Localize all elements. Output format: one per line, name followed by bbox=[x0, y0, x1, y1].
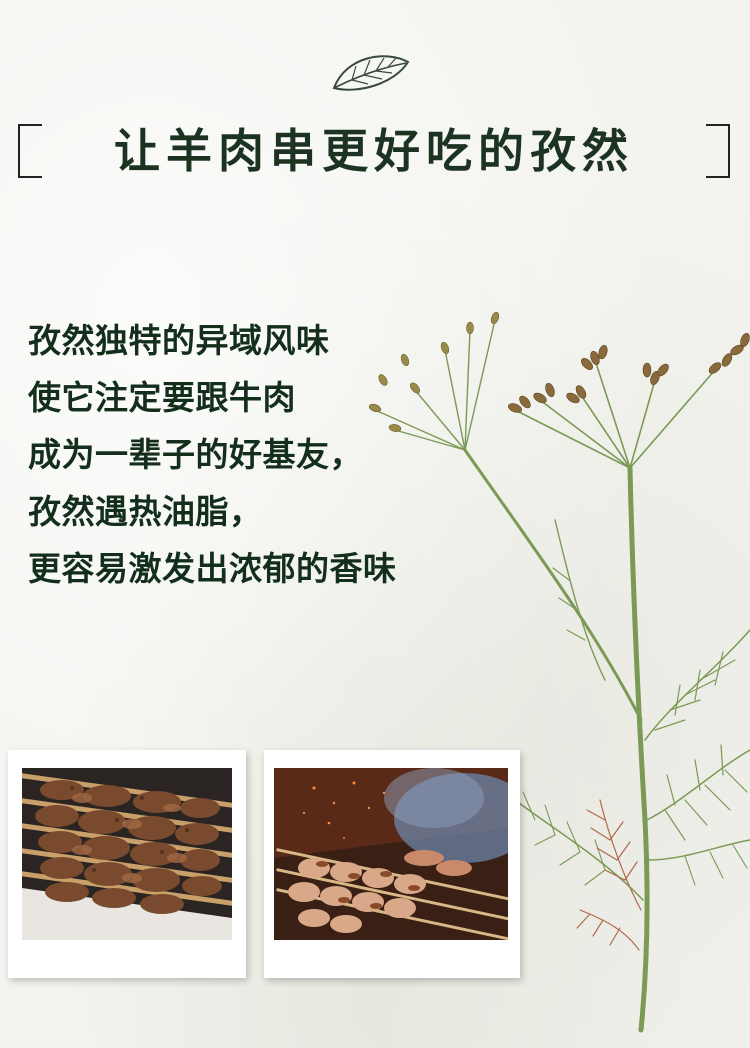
title-bracket-left bbox=[18, 124, 42, 178]
description-line: 更容易激发出浓郁的香味 bbox=[28, 549, 397, 588]
leaf-icon bbox=[332, 55, 410, 91]
skewers-on-grill-photo bbox=[274, 768, 508, 940]
skewers-on-plate-photo bbox=[22, 768, 232, 940]
cumin-plant-illustration bbox=[368, 311, 750, 1033]
description-line: 成为一辈子的好基友， bbox=[28, 435, 363, 474]
title-bracket-right bbox=[706, 124, 730, 178]
description-line: 孜然独特的异域风味 bbox=[28, 321, 330, 360]
title-block: 让羊肉串更好吃的孜然 bbox=[18, 118, 730, 184]
description-line: 使它注定要跟牛肉 bbox=[28, 378, 296, 417]
photo-card bbox=[264, 750, 520, 978]
page-title: 让羊肉串更好吃的孜然 bbox=[114, 124, 634, 178]
photo-card bbox=[8, 750, 246, 978]
description-line: 孜然遇热油脂， bbox=[28, 492, 263, 531]
description: 孜然独特的异域风味 使它注定要跟牛肉 成为一辈子的好基友， 孜然遇热油脂， 更容… bbox=[28, 312, 508, 597]
